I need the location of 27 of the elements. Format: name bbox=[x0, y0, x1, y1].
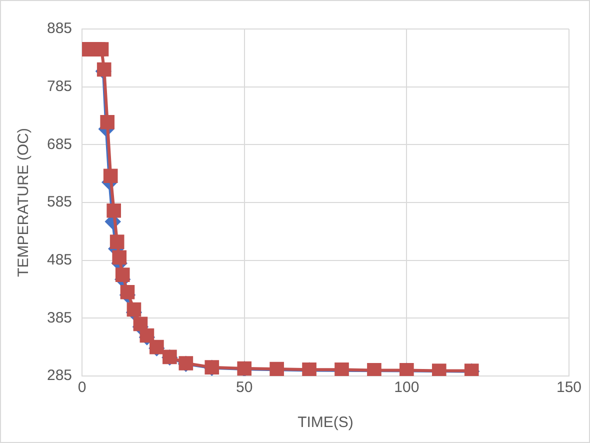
y-tick-label: 885 bbox=[46, 20, 72, 38]
point bbox=[432, 364, 446, 376]
x-axis-title: TIME(S) bbox=[298, 414, 354, 432]
y-tick-label: 685 bbox=[46, 136, 72, 153]
point bbox=[133, 316, 148, 332]
y-tick-label: 785 bbox=[46, 78, 72, 95]
x-tick-label: 150 bbox=[556, 379, 582, 396]
point bbox=[334, 362, 349, 376]
x-tick-label: 50 bbox=[236, 379, 253, 396]
y-axis-title: TEMPERATURE (OC) bbox=[15, 128, 32, 277]
point bbox=[126, 302, 142, 317]
point bbox=[100, 114, 115, 130]
point bbox=[96, 62, 112, 77]
point bbox=[103, 168, 118, 184]
point bbox=[140, 328, 154, 343]
point bbox=[270, 362, 284, 376]
y-tick-label: 385 bbox=[46, 309, 72, 326]
y-tick-label: 485 bbox=[46, 251, 72, 268]
point bbox=[110, 234, 124, 249]
x-tick-label: 0 bbox=[78, 379, 86, 396]
x-tick-label: 100 bbox=[394, 379, 420, 396]
point bbox=[367, 363, 382, 376]
y-tick-label: 585 bbox=[46, 194, 72, 211]
point bbox=[120, 284, 135, 300]
y-tick-label: 285 bbox=[46, 367, 72, 384]
point bbox=[112, 250, 127, 265]
point bbox=[106, 203, 121, 218]
